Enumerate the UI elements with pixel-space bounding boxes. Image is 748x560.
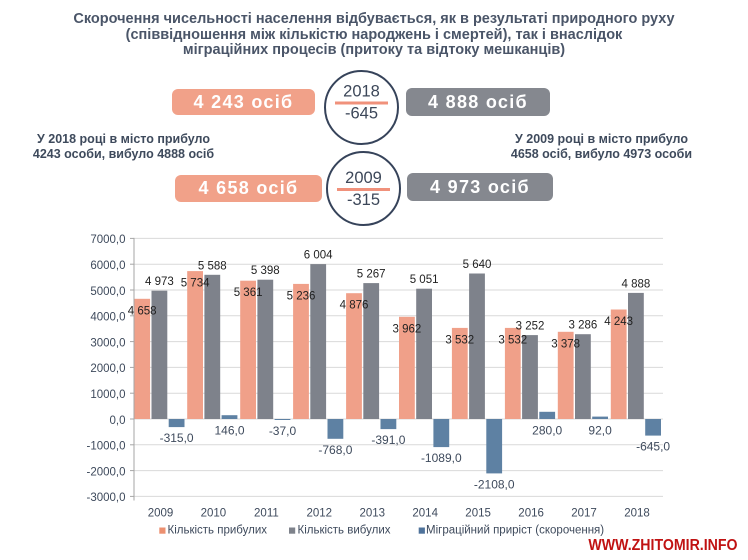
svg-text:4000,0: 4000,0 xyxy=(90,312,125,324)
svg-text:5 051: 5 051 xyxy=(410,274,439,286)
svg-text:3 532: 3 532 xyxy=(498,334,527,346)
svg-text:5 734: 5 734 xyxy=(181,278,210,290)
svg-text:280,0: 280,0 xyxy=(532,424,562,438)
svg-text:0,0: 0,0 xyxy=(110,415,126,427)
svg-text:4 973: 4 973 xyxy=(145,276,174,288)
svg-text:3 378: 3 378 xyxy=(551,338,580,350)
svg-text:4 888: 4 888 xyxy=(622,278,651,290)
svg-text:4 243: 4 243 xyxy=(604,316,633,328)
svg-text:-2000,0: -2000,0 xyxy=(86,466,125,478)
svg-text:3 286: 3 286 xyxy=(569,320,598,332)
svg-text:2018: 2018 xyxy=(624,508,650,520)
svg-text:-1089,0: -1089,0 xyxy=(421,451,462,465)
svg-text:Кількість прибулих: Кількість прибулих xyxy=(168,525,268,537)
svg-text:92,0: 92,0 xyxy=(588,424,612,438)
svg-text:2013: 2013 xyxy=(360,508,386,520)
svg-text:5 398: 5 398 xyxy=(251,265,280,277)
svg-text:6 004: 6 004 xyxy=(304,250,333,262)
svg-text:7000,0: 7000,0 xyxy=(90,234,125,246)
svg-text:Кількість вибулих: Кількість вибулих xyxy=(298,525,391,537)
svg-text:-2108,0: -2108,0 xyxy=(474,477,515,491)
svg-text:2000,0: 2000,0 xyxy=(90,363,125,375)
svg-text:Міграційний приріст (скороченн: Міграційний приріст (скорочення) xyxy=(426,525,604,537)
svg-text:-315,0: -315,0 xyxy=(160,431,194,445)
svg-text:5 236: 5 236 xyxy=(287,290,316,302)
svg-text:-1000,0: -1000,0 xyxy=(86,441,125,453)
svg-text:3 252: 3 252 xyxy=(516,321,545,333)
svg-text:2017: 2017 xyxy=(571,508,597,520)
svg-text:146,0: 146,0 xyxy=(214,424,244,438)
svg-text:6000,0: 6000,0 xyxy=(90,260,125,272)
svg-text:2015: 2015 xyxy=(465,508,491,520)
svg-text:2014: 2014 xyxy=(412,508,438,520)
svg-text:-3000,0: -3000,0 xyxy=(86,492,125,504)
svg-text:5 588: 5 588 xyxy=(198,260,227,272)
svg-text:2010: 2010 xyxy=(201,508,227,520)
svg-text:-391,0: -391,0 xyxy=(371,433,405,447)
svg-text:5 361: 5 361 xyxy=(234,287,263,299)
svg-text:4 658: 4 658 xyxy=(128,305,157,317)
svg-text:4 876: 4 876 xyxy=(340,300,369,312)
svg-text:3000,0: 3000,0 xyxy=(90,337,125,349)
svg-text:2016: 2016 xyxy=(518,508,544,520)
svg-text:-37,0: -37,0 xyxy=(269,424,297,438)
svg-text:5000,0: 5000,0 xyxy=(90,286,125,298)
svg-text:2012: 2012 xyxy=(307,508,333,520)
svg-text:2009: 2009 xyxy=(148,508,174,520)
svg-text:5 640: 5 640 xyxy=(463,259,492,271)
svg-text:-768,0: -768,0 xyxy=(318,443,352,457)
svg-text:3 532: 3 532 xyxy=(445,334,474,346)
svg-text:-645,0: -645,0 xyxy=(636,440,670,454)
svg-text:5 267: 5 267 xyxy=(357,269,386,281)
svg-text:1000,0: 1000,0 xyxy=(90,389,125,401)
svg-text:3 962: 3 962 xyxy=(393,323,422,335)
svg-text:2011: 2011 xyxy=(254,508,279,520)
